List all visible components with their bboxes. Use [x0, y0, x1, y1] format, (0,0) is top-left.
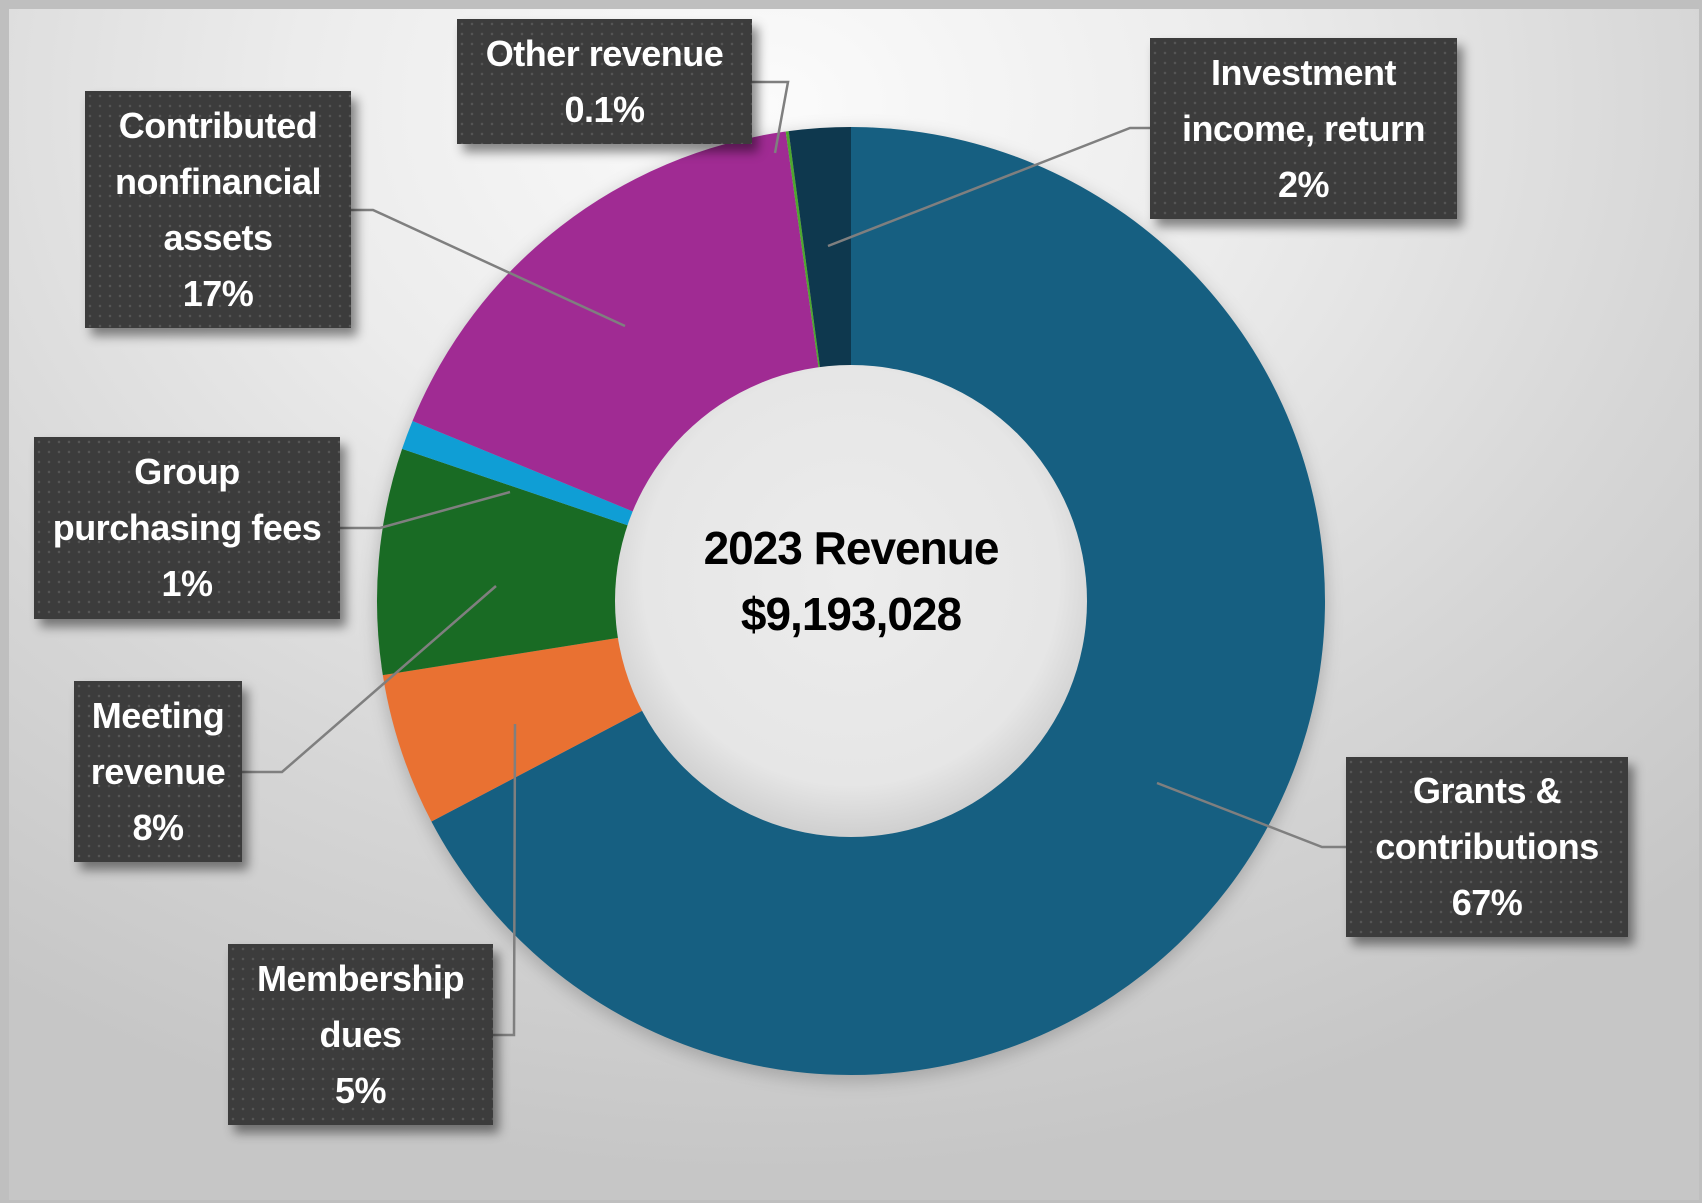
label-percent: 67%: [1451, 882, 1523, 923]
label-percent: 17%: [182, 272, 254, 314]
data-label-other-revenue: Other revenue 0.1%: [457, 19, 752, 144]
label-name: revenue: [90, 750, 226, 792]
label-name: Meeting: [91, 694, 225, 736]
label-name: purchasing fees: [52, 507, 322, 548]
label-name: Grants &: [1412, 770, 1562, 811]
leader-line-other: [752, 80, 790, 154]
data-label-meeting-revenue: Meeting revenue 8%: [74, 681, 242, 862]
label-percent: 1%: [161, 563, 213, 604]
data-label-group-purchasing-fees: Group purchasing fees 1%: [34, 437, 340, 619]
center-total: $9,193,028: [740, 588, 962, 640]
label-name: Group: [134, 451, 240, 492]
label-name: nonfinancial: [114, 160, 322, 202]
chart-center-title: 2023 Revenue $9,193,028: [651, 515, 1051, 647]
data-label-contributed-nonfinancial-assets: Contributed nonfinancial assets 17%: [85, 91, 351, 328]
label-name: Other revenue: [485, 32, 724, 74]
data-label-membership-dues: Membership dues 5%: [228, 944, 493, 1125]
label-name: income, return: [1181, 107, 1426, 149]
label-name: Contributed: [118, 104, 318, 146]
label-percent: 0.1%: [564, 88, 645, 130]
center-title: 2023 Revenue: [703, 522, 1000, 574]
doughnut-hole: [615, 365, 1087, 837]
leader-line-investment: [827, 126, 1150, 248]
label-name: Membership: [256, 957, 465, 999]
label-percent: 8%: [132, 806, 184, 848]
data-label-investment-income: Investment income, return 2%: [1150, 38, 1457, 219]
leader-line-group: [340, 490, 511, 530]
label-name: dues: [319, 1013, 402, 1055]
leader-line-meeting: [242, 585, 497, 774]
leader-line-contributed: [351, 208, 626, 328]
label-name: assets: [163, 216, 273, 258]
label-name: Investment: [1210, 51, 1397, 93]
leader-lines: [242, 80, 1346, 1037]
label-name: contributions: [1375, 826, 1599, 867]
label-percent: 5%: [334, 1069, 387, 1111]
label-percent: 2%: [1277, 163, 1330, 205]
leader-line-membership: [493, 723, 517, 1037]
leader-line-grants: [1156, 781, 1346, 849]
data-label-grants-contributions: Grants & contributions 67%: [1346, 757, 1628, 937]
